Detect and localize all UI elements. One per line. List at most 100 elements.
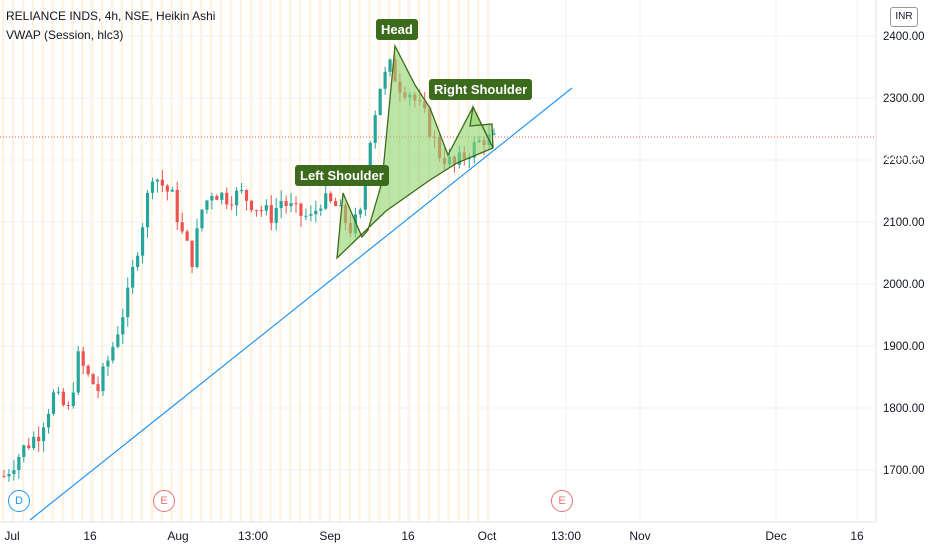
candle-body [319,208,323,211]
y-tick-label: 2400.00 [883,31,925,43]
candle-body [170,189,174,192]
price-axis: 1700.00 1800.00 1900.00 2000.00 2100.00 2200.… [883,31,925,477]
session-band [110,0,114,522]
candle-body [145,192,150,228]
support-trendline [29,87,573,521]
candle-body [388,59,392,72]
right-shoulder-shape [469,104,494,149]
candle-body [274,208,278,223]
grid-lines [0,0,876,522]
candle-body [106,360,110,367]
candle-body [165,185,169,192]
session-band [150,0,153,522]
session-band [21,0,25,522]
session-band [289,0,292,522]
session-band [249,0,252,522]
x-tick-label: 13:00 [238,529,268,543]
candle-body [294,203,298,205]
earnings-event-icon[interactable]: E [153,490,175,512]
session-bands [2,0,490,522]
candle-body [175,189,179,223]
session-band [180,0,183,522]
candle-body [61,391,65,406]
candle-body [264,205,268,211]
candle-body [86,365,90,375]
left-shoulder-label[interactable]: Left Shoulder [295,165,389,186]
x-tick-label: Oct [478,529,497,543]
session-band [437,0,440,522]
candle-body [121,317,125,335]
session-band [51,0,54,522]
session-band [199,0,203,522]
session-band [427,0,431,522]
session-band [61,0,64,522]
candle-body [309,214,313,216]
session-band [457,0,460,522]
session-band [259,0,262,522]
session-band [100,0,104,522]
earnings-event-icon-2[interactable]: E [551,490,573,512]
session-band [397,0,401,522]
candle-body [180,222,184,232]
session-band [11,0,15,522]
candle-body [289,203,293,207]
symbol-title: RELIANCE INDS, 4h, NSE, Heikin Ashi [6,9,216,23]
candle-body [71,392,75,407]
session-band [368,0,371,522]
session-band [130,0,134,522]
candle-body [101,366,105,392]
session-band [229,0,233,522]
session-band [279,0,282,522]
candle-body [249,200,254,211]
candle-body [259,210,263,212]
y-tick-label: 2000.00 [883,279,925,291]
session-band [170,0,173,522]
candle-body [96,384,100,392]
candle-body [492,133,496,135]
candle-body [160,179,164,186]
candle-body [111,346,115,361]
session-band [219,0,223,522]
y-tick-label: 2300.00 [883,93,925,105]
candle-body [244,190,249,201]
candle-body [56,391,61,393]
candle-body [22,445,26,457]
session-band [378,0,381,522]
session-band [71,0,74,522]
x-tick-label: Aug [167,529,188,543]
session-band [338,0,341,522]
candle-body [7,473,11,477]
candle-body [358,209,362,215]
session-band [160,0,163,522]
candle-body [27,445,31,449]
session-band [81,0,84,522]
session-band [91,0,94,522]
x-tick-label: 16 [401,529,415,543]
trendline [29,87,573,521]
candle-body [51,392,56,414]
dividend-event-icon[interactable]: D [8,490,30,512]
candle-body [126,287,130,318]
y-tick-label: 2200.00 [883,155,925,167]
right-shoulder-label[interactable]: Right Shoulder [429,79,533,100]
candle-body [131,266,135,288]
session-band [31,0,35,522]
y-tick-label: 1800.00 [883,403,925,415]
candle-body [185,231,189,241]
candle-body [81,351,85,366]
candle-body [225,192,229,205]
chart-legend: RELIANCE INDS, 4h, NSE, Heikin Ashi VWAP… [6,7,215,45]
session-band [417,0,421,522]
candle-body [46,413,51,428]
head-label[interactable]: Head [376,19,418,40]
candle-body [299,203,303,216]
time-axis-bg [0,522,932,550]
currency-badge[interactable]: INR [890,7,918,27]
candle-body [338,205,343,207]
candle-body [254,210,259,212]
candle-body [32,436,36,449]
candle-body [195,228,199,267]
pattern-shape [336,43,494,260]
session-band [318,0,322,522]
